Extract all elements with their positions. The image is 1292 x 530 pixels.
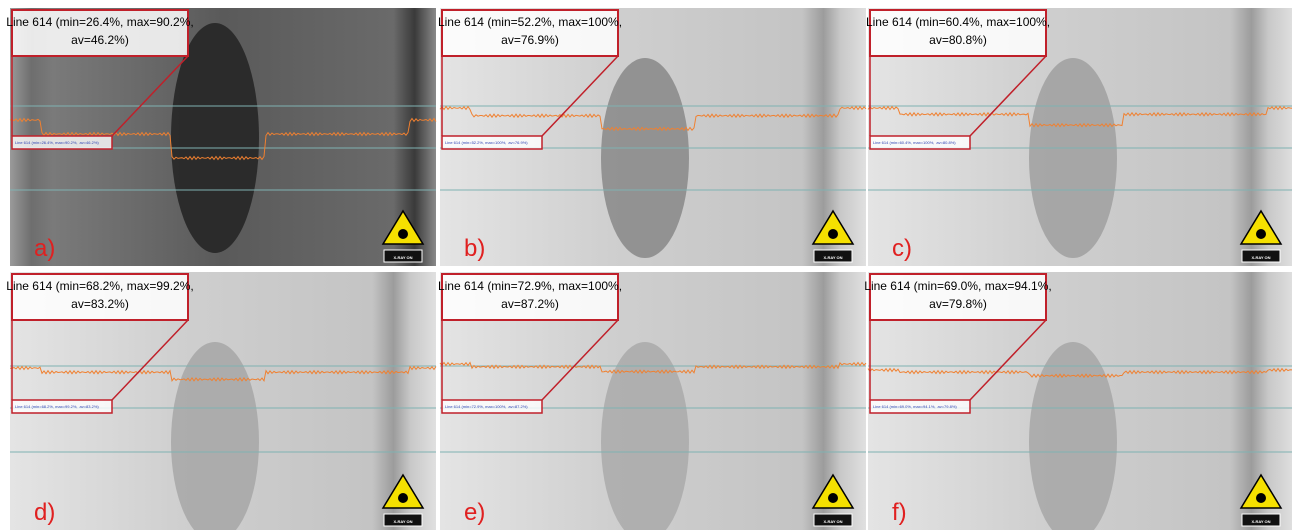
panel: Line 614 (min=52.2%, max=100%,av=76.9%)L… <box>438 8 866 266</box>
panel-letter: c) <box>892 235 912 262</box>
caption-line-1: Line 614 (min=72.9%, max=100%, <box>438 279 622 293</box>
small-label-part: Line 614 (min=68.2%, max=99.2%, <box>15 404 77 409</box>
radiation-symbol <box>398 229 408 239</box>
panel-letter: d) <box>34 499 55 526</box>
panel: Line 614 (min=68.2%, max=99.2%,av=83.2%)… <box>6 272 436 530</box>
specimen <box>1029 58 1117 258</box>
badge-text: X-RAY ON <box>823 255 842 260</box>
panel: Line 614 (min=60.4%, max=100%,av=80.8%)L… <box>866 8 1292 266</box>
caption-line-2: av=83.2%) <box>71 297 129 311</box>
caption-line-1: Line 614 (min=69.0%, max=94.1%, <box>864 279 1051 293</box>
small-label: Line 614 (min=60.4%, max=100%,av=80.8%) <box>873 140 956 145</box>
small-label-part: av=80.8%) <box>936 140 956 145</box>
caption-line-2: av=79.8%) <box>929 297 987 311</box>
figure: Line 614 (min=26.4%, max=90.2%,av=46.2%)… <box>0 0 1292 530</box>
small-label-part: Line 614 (min=69.0%, max=94.1%, <box>873 404 935 409</box>
panel: Line 614 (min=26.4%, max=90.2%,av=46.2%)… <box>6 8 436 266</box>
panel: Line 614 (min=69.0%, max=94.1%,av=79.8%)… <box>864 272 1292 530</box>
small-label-part: Line 614 (min=60.4%, max=100%, <box>873 140 934 145</box>
badge-text: X-RAY ON <box>823 519 842 524</box>
panel-letter: b) <box>464 235 485 262</box>
panel-letter: a) <box>34 235 55 262</box>
caption-line-2: av=87.2%) <box>501 297 559 311</box>
radiation-symbol <box>398 493 408 503</box>
panel-letter: f) <box>892 499 907 526</box>
small-label-part: av=76.9%) <box>508 140 528 145</box>
small-label-part: Line 614 (min=26.4%, max=90.2%, <box>15 140 77 145</box>
caption-line-2: av=80.8%) <box>929 33 987 47</box>
small-label-part: Line 614 (min=52.2%, max=100%, <box>445 140 506 145</box>
small-label: Line 614 (min=26.4%, max=90.2%,av=46.2%) <box>15 140 99 145</box>
badge-text: X-RAY ON <box>1251 255 1270 260</box>
small-label-part: av=79.8%) <box>937 404 957 409</box>
radiation-symbol <box>1256 493 1266 503</box>
caption-line-1: Line 614 (min=26.4%, max=90.2%, <box>6 15 193 29</box>
caption-line-1: Line 614 (min=68.2%, max=99.2%, <box>6 279 193 293</box>
small-label-part: Line 614 (min=72.9%, max=100%, <box>445 404 506 409</box>
small-label: Line 614 (min=68.2%, max=99.2%,av=83.2%) <box>15 404 99 409</box>
panel: Line 614 (min=72.9%, max=100%,av=87.2%)L… <box>438 272 866 530</box>
radiation-symbol <box>828 493 838 503</box>
small-label-part: av=46.2%) <box>79 140 99 145</box>
panel-letter: e) <box>464 499 485 526</box>
small-label-part: av=83.2%) <box>79 404 99 409</box>
caption-line-2: av=76.9%) <box>501 33 559 47</box>
small-label: Line 614 (min=69.0%, max=94.1%,av=79.8%) <box>873 404 957 409</box>
specimen <box>171 23 259 253</box>
caption-line-2: av=46.2%) <box>71 33 129 47</box>
small-label-part: av=87.2%) <box>508 404 528 409</box>
small-label: Line 614 (min=52.2%, max=100%,av=76.9%) <box>445 140 528 145</box>
caption-line-1: Line 614 (min=52.2%, max=100%, <box>438 15 622 29</box>
radiation-symbol <box>828 229 838 239</box>
small-label: Line 614 (min=72.9%, max=100%,av=87.2%) <box>445 404 528 409</box>
badge-text: X-RAY ON <box>393 519 412 524</box>
specimen <box>601 58 689 258</box>
radiation-symbol <box>1256 229 1266 239</box>
badge-text: X-RAY ON <box>1251 519 1270 524</box>
caption-line-1: Line 614 (min=60.4%, max=100%, <box>866 15 1050 29</box>
badge-text: X-RAY ON <box>393 255 412 260</box>
